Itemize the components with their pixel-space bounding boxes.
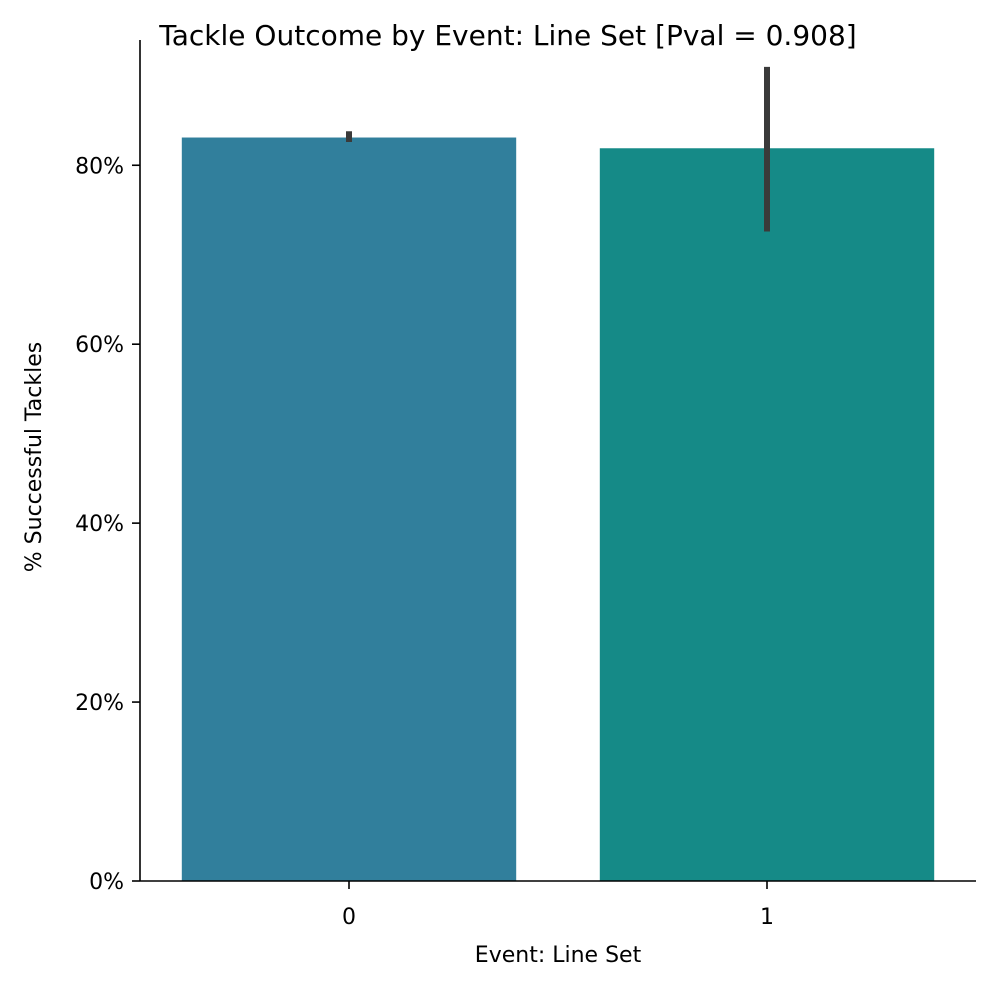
bar-0 [181, 137, 517, 882]
y-axis-label: % Successful Tackles [22, 342, 47, 572]
bar-1 [599, 148, 935, 882]
x-axis-label: Event: Line Set [475, 943, 642, 968]
x-tick-label-0: 0 [342, 905, 356, 930]
y-tick-label: 80% [75, 154, 124, 179]
error-bars-layer [346, 66, 770, 232]
chart-title: Tackle Outcome by Event: Line Set [Pval … [158, 19, 856, 52]
bars-layer [181, 137, 935, 882]
y-ticks: 0% 20% 40% 60% 80% [75, 154, 140, 895]
y-tick-label: 40% [75, 512, 124, 537]
y-tick-label: 60% [75, 333, 124, 358]
y-tick-label: 20% [75, 691, 124, 716]
x-tick-label-1: 1 [760, 905, 774, 930]
y-tick-label: 0% [89, 870, 124, 895]
